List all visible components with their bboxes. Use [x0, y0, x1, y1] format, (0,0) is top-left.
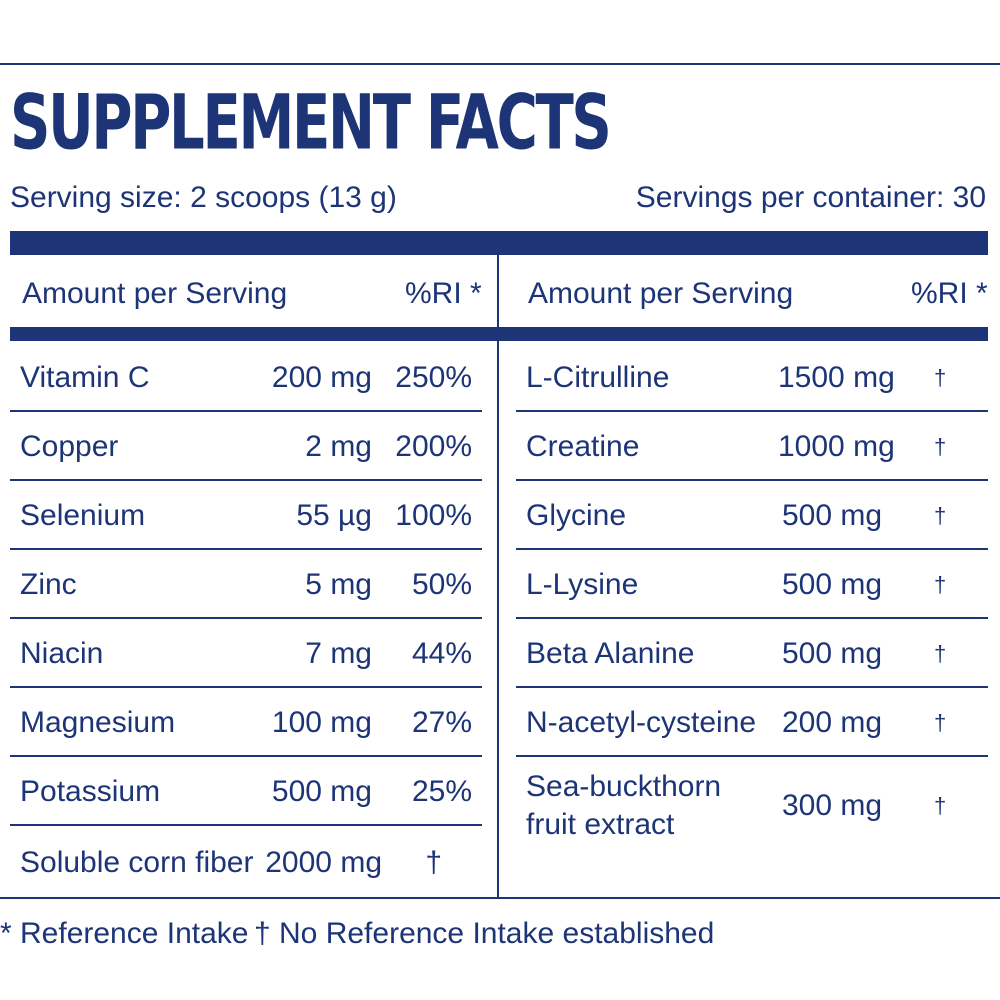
- nutrient-row: Creatine 1000 mg †: [516, 412, 988, 481]
- nutrient-row: N-acetyl-cysteine 200 mg †: [516, 688, 988, 757]
- nutrient-name: Sea-buckthorn fruit extract: [526, 770, 722, 841]
- nutrient-name: Beta Alanine: [526, 637, 695, 670]
- nutrient-name: Vitamin C: [20, 361, 150, 394]
- nutrient-amount: 2 mg: [305, 430, 372, 463]
- nutrient-row: Beta Alanine 500 mg †: [516, 619, 988, 688]
- nutrient-amount: 300 mg: [782, 789, 883, 822]
- nutrient-row: Magnesium 100 mg 27%: [10, 688, 482, 757]
- nutrient-ri: †: [934, 365, 947, 390]
- row-divider: [10, 686, 482, 688]
- nutrient-name: L-Citrulline: [526, 361, 670, 394]
- nutrient-amount: 1000 mg: [778, 430, 895, 463]
- nutrient-ri: 27%: [411, 706, 472, 739]
- nutrient-ri: †: [934, 793, 947, 818]
- nutrient-amount: 200 mg: [271, 361, 372, 394]
- left-ri-header: %RI *: [405, 277, 482, 310]
- row-divider: [10, 824, 482, 826]
- nutrient-ri: †: [934, 710, 947, 735]
- header-thick-bar: [10, 231, 988, 255]
- page-title: SUPPLEMENT FACTS: [10, 78, 612, 167]
- row-divider: [516, 755, 988, 757]
- nutrient-row: Vitamin C 200 mg 250%: [10, 343, 482, 412]
- left-amount-header: Amount per Serving: [22, 277, 288, 310]
- serving-size: Serving size: 2 scoops (13 g): [10, 181, 397, 214]
- bottom-rule: [0, 897, 1000, 899]
- nutrient-name: Magnesium: [20, 706, 176, 739]
- nutrient-row: Soluble corn fiber 2000 mg †: [10, 828, 482, 897]
- nutrient-name: Creatine: [526, 430, 640, 463]
- nutrient-amount: 2000 mg: [265, 846, 382, 879]
- top-rule: [0, 63, 1000, 65]
- nutrient-row: Glycine 500 mg †: [516, 481, 988, 550]
- nutrient-amount: 55 µg: [296, 499, 372, 532]
- nutrient-ri: 250%: [395, 361, 472, 394]
- nutrient-ri: 100%: [395, 499, 472, 532]
- nutrient-row: Copper 2 mg 200%: [10, 412, 482, 481]
- nutrient-ri: 200%: [395, 430, 472, 463]
- nutrient-name: L-Lysine: [526, 568, 639, 601]
- column-divider: [497, 255, 499, 897]
- nutrient-name: N-acetyl-cysteine: [526, 706, 757, 739]
- row-divider: [10, 410, 482, 412]
- nutrient-amount: 200 mg: [782, 706, 883, 739]
- nutrient-amount: 500 mg: [782, 637, 883, 670]
- nutrient-row: Sea-buckthorn fruit extract 300 mg †: [516, 760, 988, 852]
- nutrient-name: Niacin: [20, 637, 104, 670]
- row-divider: [10, 548, 482, 550]
- row-divider: [10, 617, 482, 619]
- nutrient-ri: †: [934, 434, 947, 459]
- nutrient-ri: †: [934, 503, 947, 528]
- nutrient-amount: 1500 mg: [778, 361, 895, 394]
- nutrient-row: Potassium 500 mg 25%: [10, 757, 482, 826]
- nutrient-amount: 500 mg: [271, 775, 372, 808]
- nutrient-amount: 500 mg: [782, 568, 883, 601]
- nutrient-ri: †: [934, 641, 947, 666]
- nutrient-ri: †: [934, 572, 947, 597]
- servings-per-container: Servings per container: 30: [635, 181, 986, 214]
- nutrient-name: Selenium: [20, 499, 146, 532]
- nutrient-row: L-Lysine 500 mg †: [516, 550, 988, 619]
- nutrient-row: Selenium 55 µg 100%: [10, 481, 482, 550]
- column-header-bar: [10, 327, 988, 341]
- row-divider: [516, 548, 988, 550]
- row-divider: [516, 617, 988, 619]
- right-ri-header: %RI *: [911, 277, 988, 310]
- nutrient-row: L-Citrulline 1500 mg †: [516, 343, 988, 412]
- row-divider: [516, 686, 988, 688]
- row-divider: [516, 410, 988, 412]
- nutrient-name: Copper: [20, 430, 119, 463]
- nutrient-amount: 100 mg: [271, 706, 372, 739]
- nutrient-ri: 44%: [411, 637, 472, 670]
- footnote-reference-intake: * Reference Intake: [0, 917, 249, 950]
- nutrient-ri: 25%: [411, 775, 472, 808]
- footnote-no-reference: † No Reference Intake established: [254, 917, 715, 950]
- nutrient-row: Niacin 7 mg 44%: [10, 619, 482, 688]
- nutrient-name: Soluble corn fiber: [20, 846, 254, 879]
- nutrient-name: Potassium: [20, 775, 161, 808]
- nutrient-amount: 7 mg: [305, 637, 372, 670]
- nutrient-row: Zinc 5 mg 50%: [10, 550, 482, 619]
- row-divider: [516, 479, 988, 481]
- row-divider: [10, 755, 482, 757]
- nutrient-ri: 50%: [411, 568, 472, 601]
- nutrient-ri: †: [425, 846, 442, 879]
- nutrient-amount: 5 mg: [305, 568, 372, 601]
- right-amount-header: Amount per Serving: [528, 277, 794, 310]
- row-divider: [10, 479, 482, 481]
- nutrient-amount: 500 mg: [782, 499, 883, 532]
- nutrient-name: Zinc: [20, 568, 77, 601]
- nutrient-name: Glycine: [526, 499, 627, 532]
